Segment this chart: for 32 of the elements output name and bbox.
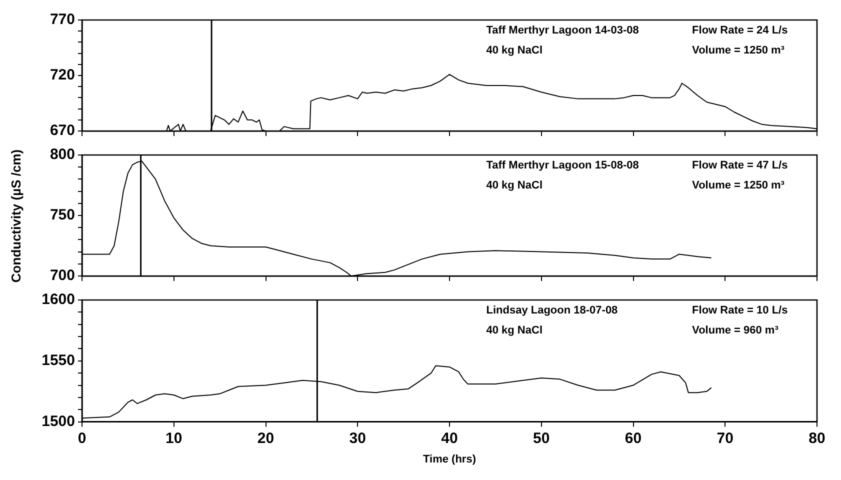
y-tick-label: 700 bbox=[50, 267, 75, 284]
x-tick-label: 70 bbox=[716, 430, 734, 447]
x-tick-label: 30 bbox=[349, 430, 366, 447]
annotation: Volume = 1250 m³ bbox=[692, 44, 785, 57]
y-tick-label: 750 bbox=[50, 206, 75, 224]
x-tick-label: 0 bbox=[78, 430, 86, 447]
x-tick-label: 60 bbox=[624, 430, 642, 447]
y-tick-label: 1600 bbox=[42, 291, 75, 308]
annotation: Flow Rate = 10 L/s bbox=[692, 304, 788, 317]
x-tick-label: 40 bbox=[441, 430, 458, 447]
annotation: Flow Rate = 24 L/s bbox=[692, 24, 788, 37]
y-tick-label: 1500 bbox=[42, 412, 75, 430]
y-tick-label: 800 bbox=[50, 146, 75, 164]
y-axis-title: Conductivity (µS /cm) bbox=[8, 148, 24, 282]
annotation: 40 kg NaCl bbox=[486, 44, 542, 57]
y-tick-label: 720 bbox=[50, 66, 75, 84]
x-tick-label: 80 bbox=[808, 430, 826, 447]
annotation: Volume = 1250 m³ bbox=[692, 180, 785, 192]
annotation: 40 kg NaCl bbox=[486, 324, 542, 337]
y-tick-label: 770 bbox=[50, 11, 75, 28]
x-tick-label: 20 bbox=[257, 430, 274, 447]
x-tick-label: 10 bbox=[166, 430, 182, 447]
y-tick-label: 1550 bbox=[42, 352, 75, 370]
x-axis-title: Time (hrs) bbox=[423, 453, 476, 466]
annotation: Volume = 960 m³ bbox=[692, 324, 779, 337]
x-tick-label: 50 bbox=[533, 430, 550, 447]
annotation: Flow Rate = 47 L/s bbox=[692, 160, 788, 172]
annotation: Taff Merthyr Lagoon 14-03-08 bbox=[486, 24, 639, 37]
y-tick-label: 670 bbox=[50, 122, 75, 140]
annotation: Taff Merthyr Lagoon 15-08-08 bbox=[486, 160, 639, 172]
annotation: 40 kg NaCl bbox=[486, 180, 542, 192]
annotation: Lindsay Lagoon 18-07-08 bbox=[486, 304, 618, 317]
